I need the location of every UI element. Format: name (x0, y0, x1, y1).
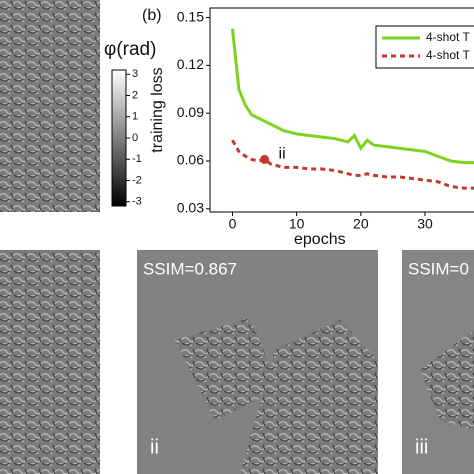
image-iii-particle (420, 330, 474, 430)
panel-roman: ii (150, 436, 159, 458)
colorbar-label: φ(rad) (104, 39, 156, 60)
image-ii-particle (240, 320, 378, 474)
colorbar-tick-label: -2 (132, 174, 142, 186)
annotation-point (260, 154, 270, 164)
x-tick-label: 0 (229, 216, 237, 232)
series-line (231, 139, 474, 190)
plot-frame (209, 7, 474, 213)
ssim-label: SSIM=0 (408, 259, 469, 278)
y-tick-label: 0.09 (177, 104, 204, 120)
annotation-label: ii (279, 146, 286, 163)
colorbar-tick-label: 1 (132, 111, 138, 123)
y-tick-label: 0.03 (177, 200, 204, 216)
ssim-label: SSIM=0.867 (143, 259, 237, 278)
x-tick-label: 10 (289, 216, 305, 232)
x-axis-label: epochs (294, 231, 346, 248)
image-bottom-left (0, 250, 100, 474)
image-top-left (0, 0, 100, 212)
y-tick-label: 0.06 (177, 152, 204, 168)
colorbar-tick-label: -3 (132, 196, 142, 208)
series-line (230, 28, 474, 165)
y-tick-label: 0.12 (177, 56, 204, 72)
colorbar (111, 69, 127, 207)
x-tick-label: 20 (353, 216, 369, 232)
x-tick-label: 30 (417, 216, 433, 232)
image-ii-particle (175, 318, 280, 420)
panel-roman: iii (415, 436, 428, 458)
colorbar-tick-label: 0 (132, 132, 138, 144)
legend-label: 4-shot T (426, 48, 470, 62)
panel-label: (b) (142, 7, 162, 24)
y-axis-label: training loss (149, 67, 166, 152)
y-tick-label: 0.15 (177, 8, 204, 24)
colorbar-tick-label: -1 (132, 153, 142, 165)
colorbar-tick-label: 3 (132, 68, 138, 80)
legend-box (375, 25, 474, 69)
colorbar-tick-label: 2 (132, 89, 138, 101)
legend-label: 4-shot T (426, 30, 470, 44)
